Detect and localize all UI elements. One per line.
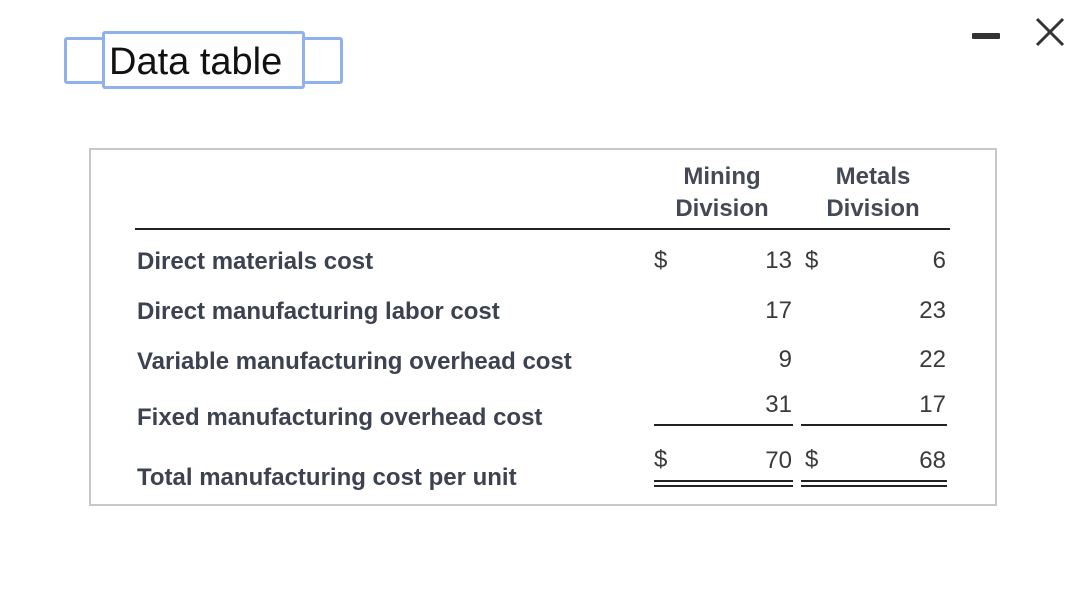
cell-metals-direct-materials: 6 [932, 247, 946, 274]
row-label-direct-labor: Direct manufacturing labor cost [137, 298, 500, 325]
total-double-rule-mining-top [654, 480, 793, 482]
column-header-mining-line1: Mining [683, 163, 761, 190]
minimize-button[interactable] [972, 30, 1002, 42]
currency-symbol: $ [805, 446, 819, 473]
subtotal-rule-mining [654, 424, 793, 426]
close-button[interactable] [1030, 12, 1070, 52]
cell-metals-direct-labor: 23 [919, 297, 946, 324]
total-double-rule-mining-bottom [654, 485, 793, 487]
cell-metals-total: 68 [919, 447, 946, 474]
close-icon [1035, 17, 1065, 47]
row-label-variable-overhead: Variable manufacturing overhead cost [137, 348, 572, 375]
column-header-metals-line2: Division [826, 195, 920, 222]
title-focus-ring [102, 31, 305, 89]
row-label-direct-materials: Direct materials cost [137, 248, 374, 275]
cell-metals-fixed-overhead: 17 [919, 391, 946, 418]
column-header-metals-line1: Metals [835, 163, 911, 190]
column-header-mining: Mining Division [662, 161, 782, 225]
column-header-metals: Metals Division [813, 161, 933, 225]
total-double-rule-metals-bottom [801, 485, 947, 487]
column-header-mining-line2: Division [675, 195, 769, 222]
row-label-total: Total manufacturing cost per unit [137, 464, 517, 491]
currency-symbol: $ [805, 247, 819, 274]
header-underline [135, 228, 950, 230]
cell-mining-direct-labor: 17 [765, 297, 792, 324]
currency-symbol: $ [654, 247, 668, 274]
cell-mining-variable-overhead: 9 [778, 346, 792, 373]
cell-mining-direct-materials: 13 [765, 247, 792, 274]
cell-metals-variable-overhead: 22 [919, 346, 946, 373]
row-label-fixed-overhead: Fixed manufacturing overhead cost [137, 404, 543, 431]
currency-symbol: $ [654, 446, 668, 473]
subtotal-rule-metals [801, 424, 947, 426]
cell-mining-fixed-overhead: 31 [765, 391, 792, 418]
data-table-panel [89, 148, 997, 506]
dialog-title: Data table [109, 41, 283, 83]
minimize-icon [972, 33, 1000, 39]
total-double-rule-metals-top [801, 480, 947, 482]
cell-mining-total: 70 [765, 447, 792, 474]
